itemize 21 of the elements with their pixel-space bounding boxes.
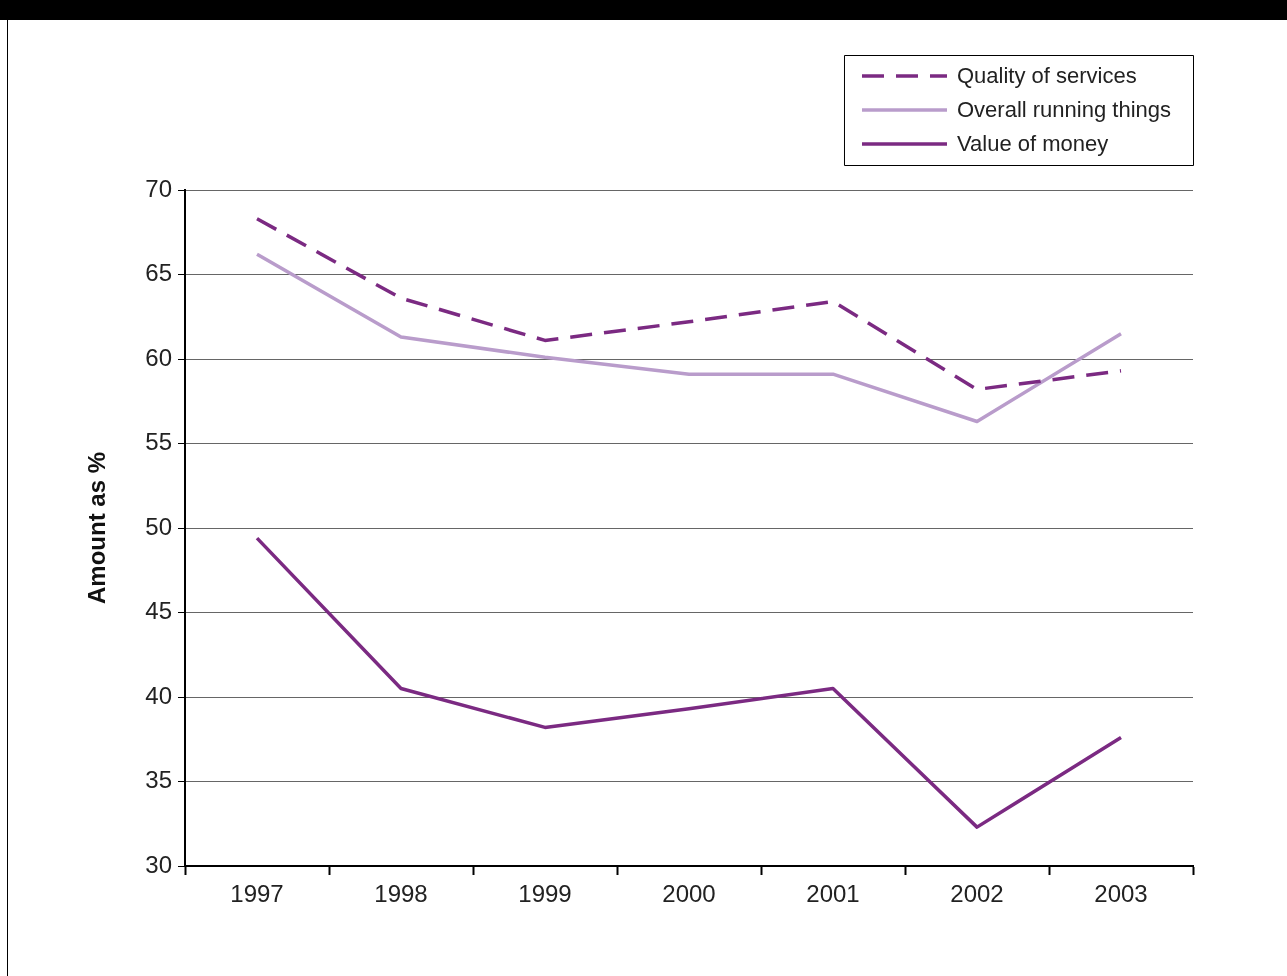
x-tick-label: 2000 xyxy=(662,880,716,908)
y-tick-label: 50 xyxy=(145,512,172,540)
y-tick-label: 40 xyxy=(145,681,172,709)
y-tick-label: 60 xyxy=(145,343,172,371)
y-tick-label: 35 xyxy=(145,766,172,794)
x-tick-label: 2002 xyxy=(950,880,1004,908)
x-tick-label: 2003 xyxy=(1094,880,1148,908)
y-tick-label: 45 xyxy=(145,597,172,625)
y-tick-label: 70 xyxy=(145,174,172,202)
y-tick-label: 55 xyxy=(145,428,172,456)
legend-label: Quality of services xyxy=(956,63,1137,89)
legend-label: Value of money xyxy=(956,131,1109,157)
x-tick-label: 1997 xyxy=(230,880,284,908)
line-series xyxy=(255,216,1123,392)
x-tick-label: 1998 xyxy=(374,880,428,908)
y-axis-title: Amount as % xyxy=(83,451,111,605)
x-tick-label: 1999 xyxy=(518,880,572,908)
legend-label: Overall running things xyxy=(956,97,1172,123)
x-tick-label: 2001 xyxy=(806,880,860,908)
y-tick-label: 65 xyxy=(145,259,172,287)
y-tick-label: 30 xyxy=(145,850,172,878)
